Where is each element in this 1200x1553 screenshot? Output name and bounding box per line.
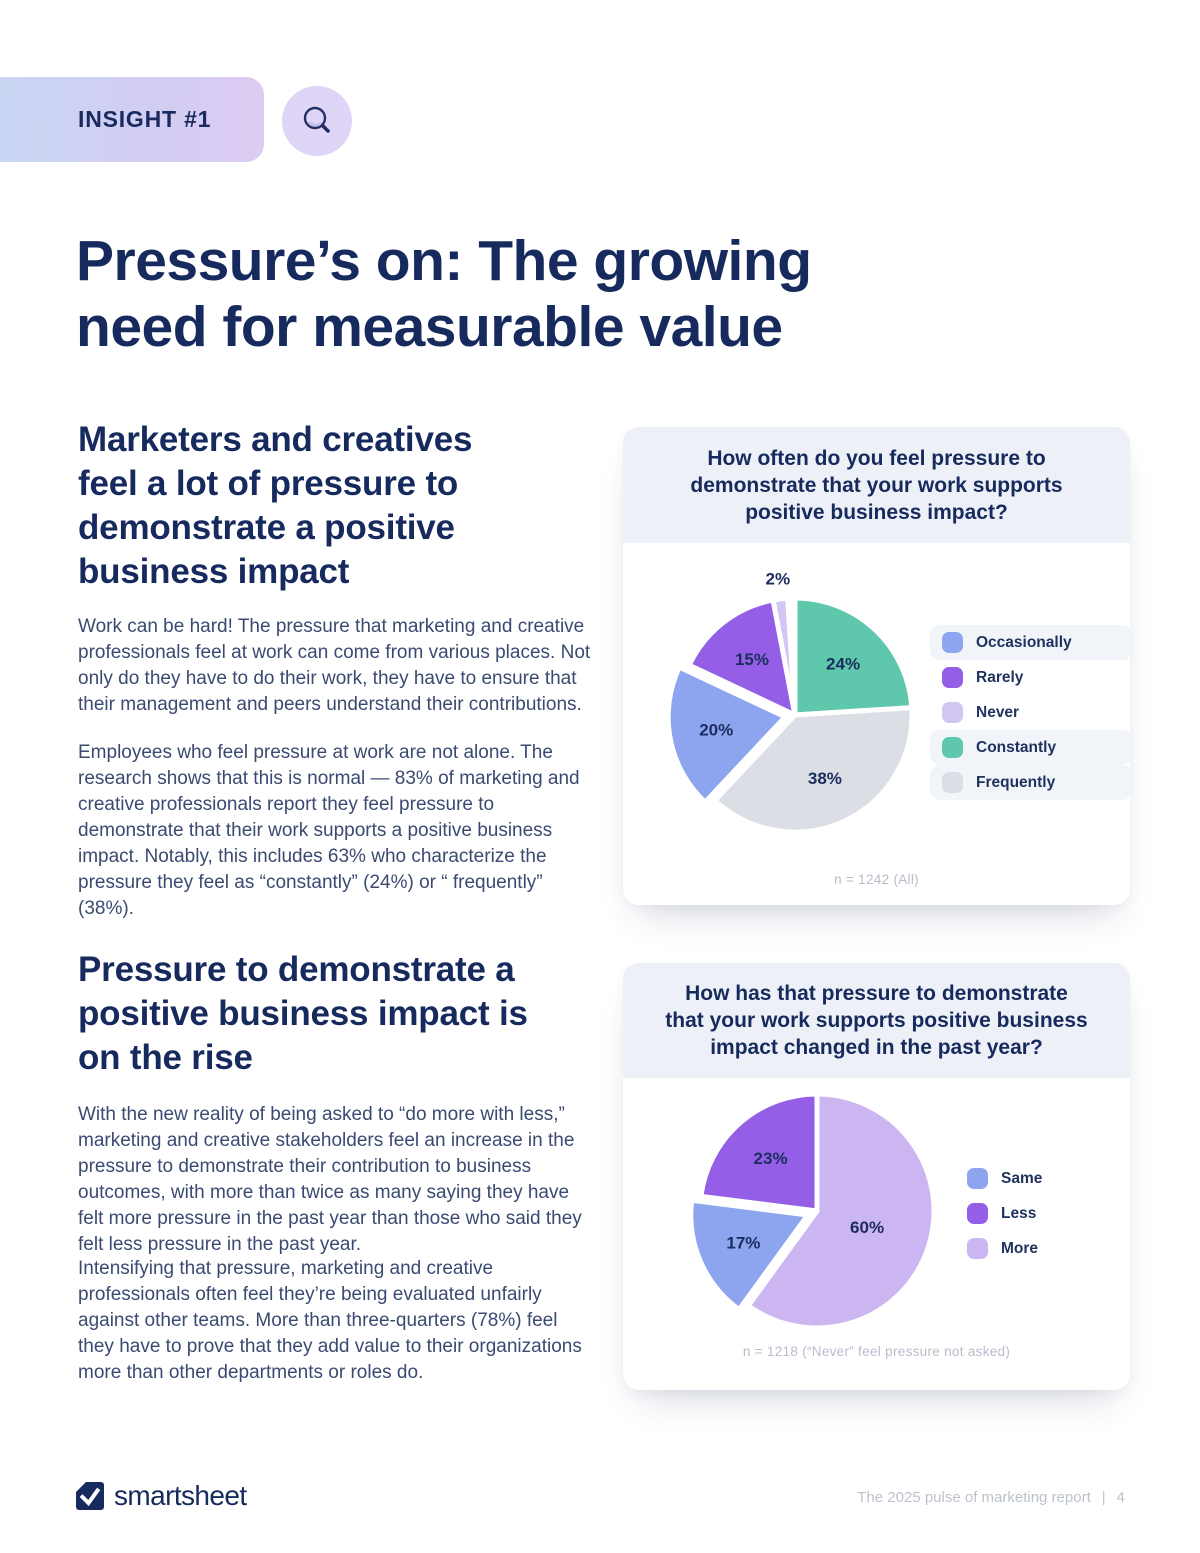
legend-item-same: Same — [955, 1161, 1157, 1196]
card-1-title: How often do you feel pressure to demons… — [690, 446, 1063, 524]
legend-item-constantly: Constantly — [930, 730, 1132, 765]
pie-slice-constantly — [792, 595, 915, 718]
section-2-paragraph-2: Intensifying that pressure, marketing an… — [78, 1258, 582, 1383]
card-1-sample-note: n = 1242 (All) — [834, 872, 919, 887]
legend-label: Never — [976, 703, 1020, 721]
legend-item-frequently: Frequently — [930, 765, 1132, 800]
card-1-header: How often do you feel pressure to demons… — [623, 427, 1130, 543]
card-2-header: How has that pressure to demonstrate tha… — [623, 963, 1130, 1078]
legend-label: Same — [1001, 1169, 1043, 1187]
footer-report-title: The 2025 pulse of marketing report — [857, 1489, 1091, 1506]
legend-item-never: Never — [930, 695, 1132, 730]
legend-label: More — [1001, 1239, 1039, 1257]
smartsheet-logo-icon — [76, 1482, 104, 1510]
pie-label-never: 2% — [766, 570, 791, 589]
legend-chip-same — [967, 1168, 988, 1189]
legend-item-more: More — [955, 1231, 1157, 1266]
smartsheet-logo-text: smartsheet — [114, 1480, 247, 1511]
card-2-sample-note: n = 1218 (“Never” feel pressure not aske… — [742, 1344, 1011, 1359]
legend-item-rarely: Rarely — [930, 660, 1132, 695]
section-1-heading: Marketers and creatives feel a lot of pr… — [78, 420, 473, 591]
pie-slice-occasionally — [665, 664, 788, 805]
pie-slice-more — [745, 1091, 937, 1331]
pie-label-frequently: 38% — [808, 769, 842, 788]
pie-label-more: 60% — [850, 1218, 884, 1237]
section-1-paragraph-1: Work can be hard! The pressure that mark… — [78, 616, 591, 715]
card-1-legend: Occasionally Rarely Never Constantly Frequen… — [930, 625, 1132, 800]
pie-label-less: 23% — [754, 1149, 788, 1168]
legend-item-occasionally: Occasionally — [930, 625, 1132, 660]
page-title: Pressure’s on: The growing need for meas… — [76, 229, 812, 359]
section-2-heading: Pressure to demonstrate a positive busin… — [78, 950, 528, 1077]
card-2-legend: Same Less More — [955, 1161, 1157, 1266]
pressure-change-card: How has that pressure to demonstrate tha… — [623, 963, 1130, 1390]
pressure-change-pie-chart: 60% 17% 23% — [688, 1091, 937, 1331]
legend-chip-occasionally — [942, 632, 963, 653]
legend-chip-more — [967, 1238, 988, 1259]
pie-label-constantly: 24% — [826, 654, 860, 673]
card-2-title: How has that pressure to demonstrate tha… — [665, 982, 1088, 1059]
pressure-frequency-card: How often do you feel pressure to demons… — [623, 427, 1132, 905]
legend-label: Frequently — [976, 773, 1056, 791]
pie-slice-never — [770, 595, 798, 718]
section-2-paragraph-1: With the new reality of being asked to “… — [78, 1104, 582, 1255]
magnifier-badge — [282, 86, 352, 156]
legend-item-less: Less — [955, 1196, 1157, 1231]
smartsheet-logo: smartsheet — [76, 1480, 247, 1512]
search-icon — [303, 106, 330, 133]
legend-label: Rarely — [976, 668, 1024, 686]
pie-label-rarely: 15% — [735, 650, 769, 669]
footer-separator: | — [1101, 1489, 1106, 1506]
section-1-paragraph-2: Employees who feel pressure at work are … — [78, 742, 580, 919]
pie-slice-frequently — [712, 705, 915, 835]
legend-label: Occasionally — [976, 633, 1072, 651]
pie-slice-same — [688, 1197, 811, 1313]
footer-pagination: The 2025 pulse of marketing report | 4 — [857, 1489, 1125, 1506]
legend-chip-less — [967, 1203, 988, 1224]
legend-chip-never — [942, 702, 963, 723]
legend-label: Less — [1001, 1204, 1037, 1222]
legend-chip-rarely — [942, 667, 963, 688]
pie-slice-less — [698, 1091, 820, 1214]
pie-label-occasionally: 20% — [699, 721, 733, 740]
legend-label: Constantly — [976, 738, 1057, 756]
pie-slice-rarely — [686, 597, 798, 718]
legend-chip-frequently — [942, 772, 963, 793]
legend-chip-constantly — [942, 737, 963, 758]
insight-badge: INSIGHT #1 — [0, 77, 264, 162]
insight-badge-label: INSIGHT #1 — [78, 106, 212, 132]
pie-label-same: 17% — [726, 1233, 760, 1252]
footer-page-number: 4 — [1116, 1489, 1125, 1506]
pressure-frequency-pie-chart: 24% 38% 20% 15% 2% — [665, 570, 915, 835]
